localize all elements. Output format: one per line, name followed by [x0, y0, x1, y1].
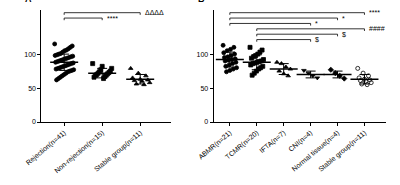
svg-text:****: **** [369, 9, 380, 16]
svg-text:$: $ [342, 31, 346, 38]
svg-text:0: 0 [204, 118, 208, 125]
svg-text:####: #### [369, 25, 385, 32]
svg-text:CNI(n=4): CNI(n=4) [287, 129, 314, 154]
svg-text:50: 50 [200, 85, 208, 92]
svg-text:****: **** [107, 15, 118, 22]
svg-text:*: * [315, 20, 318, 27]
svg-text:ΔΔΔΔ: ΔΔΔΔ [145, 9, 164, 16]
svg-text:*: * [342, 15, 345, 22]
svg-text:Non-rejection(n=15): Non-rejection(n=15) [53, 129, 106, 175]
svg-text:ABMR(n=21): ABMR(n=21) [197, 129, 233, 161]
svg-text:100: 100 [197, 51, 209, 58]
svg-text:TCMR(n=20): TCMR(n=20) [224, 129, 260, 161]
svg-text:B: B [198, 0, 205, 4]
svg-text:IFTA(n=7): IFTA(n=7) [258, 129, 287, 155]
svg-text:Normal tissue(n=4): Normal tissue(n=4) [290, 129, 341, 173]
svg-text:50: 50 [28, 85, 36, 92]
svg-text:0: 0 [32, 118, 36, 125]
svg-text:Stable group(n=11): Stable group(n=11) [93, 129, 144, 173]
svg-text:100: 100 [24, 51, 36, 58]
svg-text:Rejection(n=41): Rejection(n=41) [25, 129, 68, 167]
svg-text:Stable group(n=11): Stable group(n=11) [317, 129, 368, 173]
svg-text:A: A [25, 0, 32, 4]
svg-text:$: $ [315, 36, 319, 43]
